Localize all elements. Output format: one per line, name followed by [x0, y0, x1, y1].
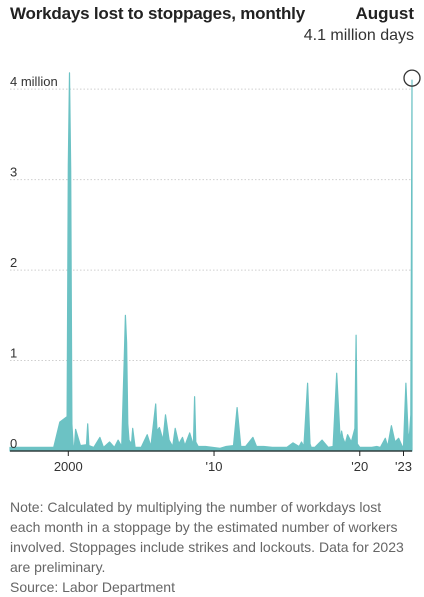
- chart-footnote: Note: Calculated by multiplying the numb…: [10, 497, 414, 597]
- x-tick-label: '23: [395, 459, 412, 474]
- series-area: [9, 72, 413, 452]
- note-text: Note: Calculated by multiplying the numb…: [10, 499, 404, 575]
- callout-value: 4.1 million days: [303, 27, 414, 44]
- latest-value-marker: [403, 69, 421, 87]
- chart-svg: 0 1 2 3 4 million 2000 '10 '20 '23: [9, 69, 421, 474]
- x-tick-label: '10: [206, 459, 223, 474]
- y-tick-label: 1: [10, 346, 17, 361]
- chart-title: Workdays lost to stoppages, monthly: [10, 4, 305, 23]
- y-tick-label: 2: [10, 255, 17, 270]
- callout-label: August: [355, 4, 414, 23]
- source-text: Source: Labor Department: [10, 579, 175, 595]
- x-tick-label: 2000: [54, 459, 83, 474]
- y-tick-label: 0: [10, 436, 17, 451]
- x-tick-label: '20: [351, 459, 368, 474]
- y-tick-label: 4 million: [10, 74, 58, 89]
- y-tick-label: 3: [10, 165, 17, 180]
